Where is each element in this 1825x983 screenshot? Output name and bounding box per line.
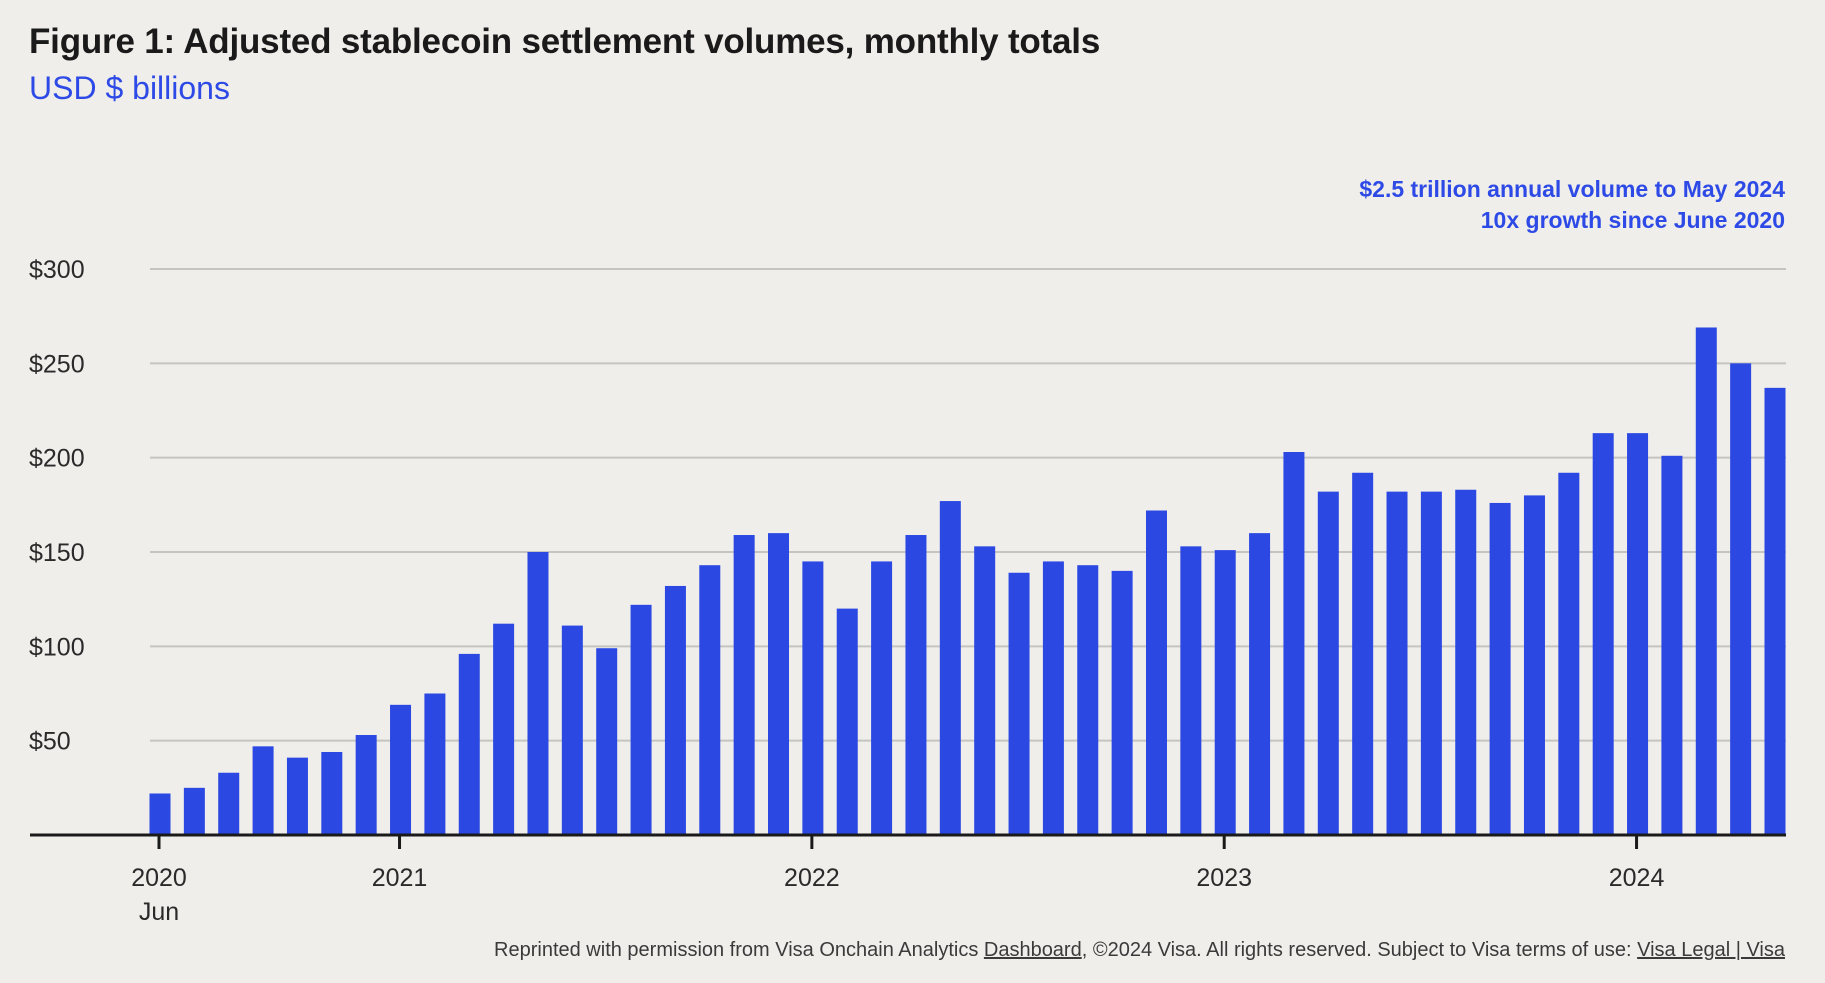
y-tick-label: $50 [29,728,71,756]
bar-2020-11 [321,751,343,835]
dashboard-link[interactable]: Dashboard [983,939,1082,961]
x-tick-label: 2020 [131,864,187,892]
x-tick-label: 2021 [372,864,428,892]
x-tick-sublabel: Jun [139,898,179,926]
bar-2021-03 [458,653,480,835]
bar-2023-07 [1420,491,1442,835]
bar-2021-01 [390,704,412,835]
bar-2022-11 [1145,510,1167,835]
bar-2020-10 [286,757,308,835]
bar-2023-05 [1352,472,1374,835]
bar-2021-07 [596,648,618,835]
bar-2021-02 [424,693,446,835]
gridlines [150,268,1786,742]
y-tick-label: $300 [29,256,85,284]
bar-2020-08 [218,772,240,835]
x-tick-label: 2024 [1609,864,1665,892]
bar-2024-02 [1661,455,1683,835]
bar-2021-12 [768,533,790,835]
bar-2020-12 [355,735,377,835]
bar-2022-03 [871,561,893,835]
bar-2022-08 [1042,561,1064,835]
bar-2021-10 [699,565,721,835]
bar-2024-01 [1627,433,1649,835]
bar-2022-06 [974,546,996,835]
bar-2020-06 [149,793,171,835]
chart-subtitle: USD $ billions [29,70,230,106]
bar-2021-05 [527,552,549,835]
bar-2023-01 [1214,550,1236,835]
x-tick-label: 2022 [784,864,840,892]
y-tick-label: $150 [29,539,85,567]
bar-2022-07 [1008,572,1030,835]
annotation-line-1: $2.5 trillion annual volume to May 2024 [1359,176,1785,202]
bar-2023-08 [1455,489,1477,835]
chart-title: Figure 1: Adjusted stablecoin settlement… [29,22,1101,61]
bar-2022-02 [836,608,858,835]
bar-2023-11 [1558,472,1580,835]
footer-credit: Reprinted with permission from Visa Onch… [494,939,1785,962]
y-tick-label: $100 [29,633,85,661]
visa-legal-link[interactable]: Visa Legal | Visa [1637,939,1785,961]
bar-2023-02 [1249,533,1271,835]
y-axis-ticks: $50 $100 $150 $200 $250 $300 [29,256,85,756]
x-axis [30,833,1786,849]
bar-2023-10 [1523,495,1545,835]
bar-2021-04 [493,623,515,835]
y-tick-label: $200 [29,445,85,473]
bar-2022-05 [939,501,961,835]
bar-2023-06 [1386,491,1408,835]
bar-2020-09 [252,746,274,835]
bar-2022-09 [1077,565,1099,835]
bar-2021-11 [733,535,755,835]
y-tick-label: $250 [29,350,85,378]
footer-prefix: Reprinted with permission from Visa Onch… [494,939,984,961]
bar-2022-01 [802,561,824,835]
bar-2022-04 [905,535,927,835]
bar-2023-04 [1317,491,1339,835]
bar-2023-03 [1283,452,1305,835]
bar-2024-04 [1730,363,1752,835]
bar-2021-08 [630,604,652,835]
bars [149,327,1786,835]
bar-2022-12 [1180,546,1202,835]
bar-2021-09 [664,585,686,835]
bar-2024-03 [1695,327,1717,835]
bar-2022-10 [1111,570,1133,835]
x-tick-label: 2023 [1196,864,1252,892]
bar-2023-09 [1489,502,1511,835]
bar-2023-12 [1592,433,1614,835]
bar-2021-06 [561,625,583,835]
x-axis-ticks: 2020 Jun 2021 2022 2023 2024 [131,864,1664,926]
annotation-line-2: 10x growth since June 2020 [1480,207,1785,233]
bar-2020-07 [183,787,205,835]
footer-middle: , ©2024 Visa. All rights reserved. Subje… [1081,939,1638,961]
chart-annotation: $2.5 trillion annual volume to May 2024 … [1359,174,1785,236]
bar-2024-05 [1764,387,1786,835]
